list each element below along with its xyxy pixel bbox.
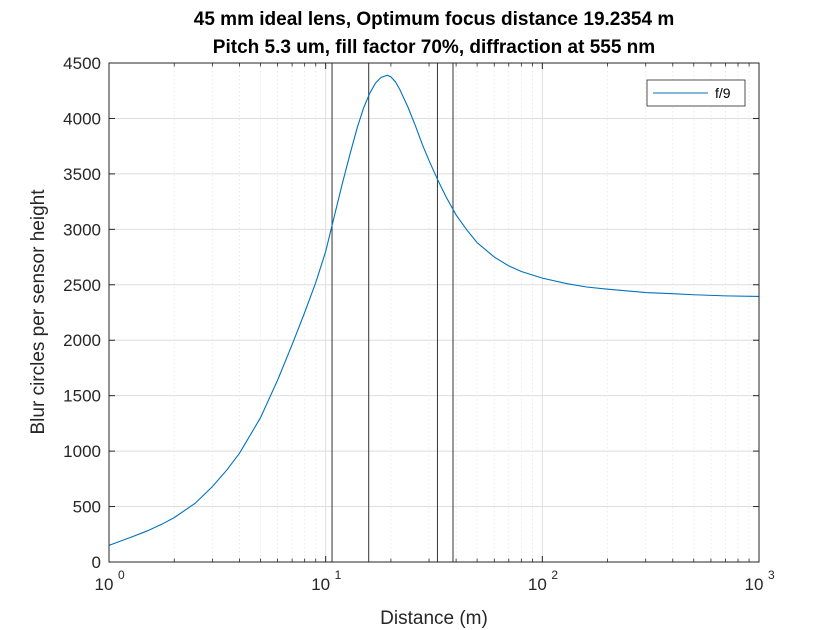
y-tick-label: 500: [73, 498, 101, 517]
x-axis-label: Distance (m): [380, 608, 488, 629]
x-tick-label-exponent: 3: [768, 568, 775, 582]
series-layer: [108, 74, 760, 546]
y-tick-label: 0: [92, 553, 101, 572]
x-tick-label-exponent: 1: [335, 568, 342, 582]
legend: f/9: [646, 79, 746, 107]
y-tick-label: 4000: [63, 109, 101, 128]
y-tick-label: 2000: [63, 331, 101, 350]
chart-title-line-1: 45 mm ideal lens, Optimum focus distance…: [194, 9, 674, 30]
x-tick-label-exponent: 0: [118, 568, 125, 582]
legend-label-f9: f/9: [715, 85, 731, 101]
chart-title-line-2: Pitch 5.3 um, fill factor 70%, diffracti…: [213, 37, 655, 58]
x-tick-label: 10: [311, 575, 330, 594]
y-tick-label: 2500: [63, 276, 101, 295]
x-tick-label-exponent: 2: [551, 568, 558, 582]
x-tick-label: 10: [745, 575, 764, 594]
plot-frame: [108, 62, 760, 563]
y-tick-label: 1500: [63, 387, 101, 406]
x-tick-label: 10: [95, 575, 114, 594]
y-tick-label: 3500: [63, 165, 101, 184]
y-tick-label: 1000: [63, 442, 101, 461]
y-tick-label: 4500: [63, 54, 101, 73]
plot-area: [109, 63, 759, 562]
series-line-f9: [108, 74, 760, 546]
x-tick-label: 10: [528, 575, 547, 594]
y-tick-label: 3000: [63, 220, 101, 239]
vertical-marker-lines: [331, 63, 454, 562]
y-axis-label: Blur circles per sensor height: [28, 189, 49, 435]
